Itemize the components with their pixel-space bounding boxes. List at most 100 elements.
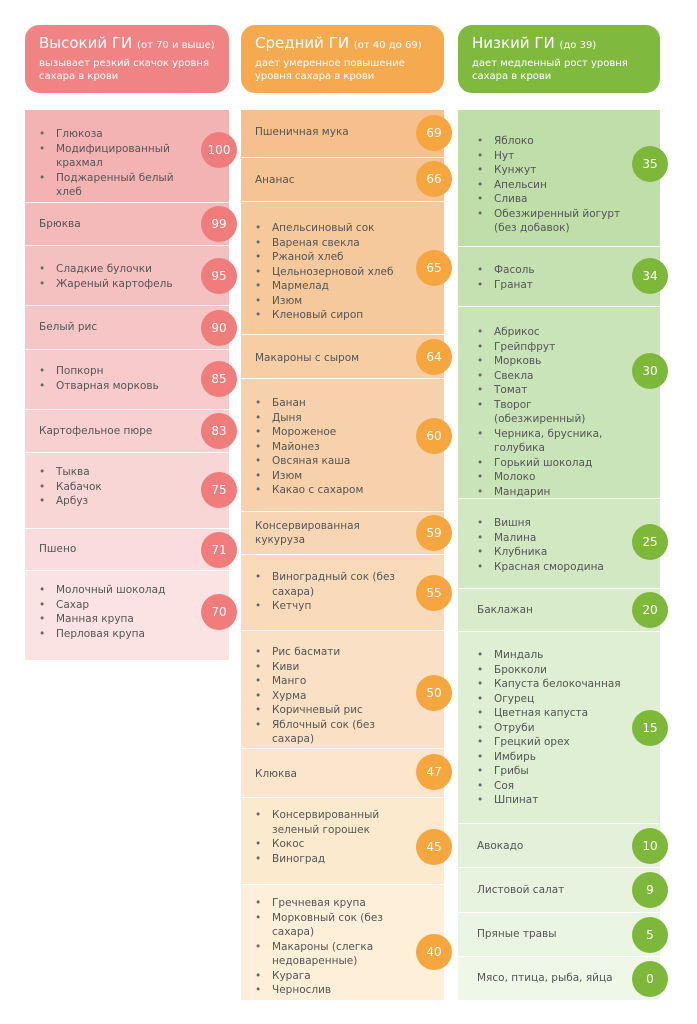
- gi-row-59: Консервированная кукуруза 59: [241, 511, 452, 554]
- food-item: Арбуз: [39, 494, 189, 509]
- high-gi-header: Высокий ГИ (от 70 и выше) вызывает резки…: [25, 25, 229, 93]
- food-item: Цветная капуста: [477, 706, 637, 721]
- food-label: Макароны с сыром: [255, 352, 360, 364]
- food-item: Манго: [255, 674, 415, 689]
- gi-badge: 99: [201, 206, 237, 242]
- food-label: Мясо, птица, рыба, яйца: [477, 972, 613, 984]
- food-item: Морковный сок (без сахара): [255, 911, 420, 940]
- gi-row-40: Гречневая крупаМорковный сок (без сахара…: [241, 884, 452, 1000]
- food-item: Чернослив: [255, 983, 420, 998]
- food-item: Морковь: [477, 354, 617, 369]
- food-item: Молоко: [477, 470, 617, 485]
- food-item: Мармелад: [255, 279, 405, 294]
- gi-row-50: Рис басматиКивиМангоХурмаКоричневый рисЯ…: [241, 630, 452, 748]
- gi-badge: 100: [201, 132, 237, 168]
- food-label: Брюква: [39, 218, 81, 230]
- low-gi-header: Низкий ГИ (до 39) дает медленный рост ур…: [458, 25, 660, 93]
- gi-row-75: ТыкваКабачокАрбуз 75: [25, 452, 237, 528]
- food-item: Овсяная каша: [255, 454, 405, 469]
- food-item: Поджаренный белый хлеб: [39, 171, 189, 200]
- gi-row-45: Консервированный зеленый горошекКокосВин…: [241, 797, 452, 884]
- gi-badge: 64: [416, 339, 452, 375]
- food-item: Клубника: [477, 545, 627, 560]
- food-label: Пряные травы: [477, 928, 557, 940]
- high-gi-title: Высокий ГИ (от 70 и выше): [39, 34, 215, 52]
- gi-row-9: Листовой салат 9: [458, 867, 668, 912]
- food-item: Вишня: [477, 516, 627, 531]
- food-label: Авокадо: [477, 840, 524, 852]
- food-item: Мандарин: [477, 485, 617, 500]
- food-item: Мороженое: [255, 425, 405, 440]
- gi-row-55: Виноградный сок (без сахара)Кетчуп 55: [241, 554, 452, 630]
- gi-badge: 71: [201, 532, 237, 568]
- gi-row-15: МиндальБрокколиКапуста белокочаннаяОгуре…: [458, 631, 668, 823]
- food-item: Кетчуп: [255, 599, 395, 614]
- food-item: Манная крупа: [39, 612, 189, 627]
- food-label: Ананас: [255, 174, 295, 186]
- gi-badge: 50: [416, 675, 452, 711]
- gi-badge: 85: [201, 361, 237, 397]
- food-item: Фасоль: [477, 263, 627, 278]
- gi-row-70: Молочный шоколадСахарМанная крупаПерлова…: [25, 570, 237, 660]
- gi-badge: 70: [201, 594, 237, 630]
- gi-badge: 20: [632, 592, 668, 628]
- gi-row-71: Пшено 71: [25, 528, 237, 570]
- low-gi-title: Низкий ГИ (до 39): [472, 34, 597, 52]
- food-item: Гранат: [477, 278, 627, 293]
- food-item: Кленовый сироп: [255, 308, 405, 323]
- gi-badge: 47: [416, 754, 452, 790]
- food-item: Курага: [255, 969, 420, 984]
- gi-row-66: Ананас 66: [241, 157, 452, 201]
- medium-gi-title: Средний ГИ (от 40 до 69): [255, 34, 422, 52]
- food-item: Гречневая крупа: [255, 896, 420, 911]
- food-item: Вареная свекла: [255, 236, 405, 251]
- gi-row-35: ЯблокоНутКунжутАпельсинСливаОбезжиренный…: [458, 110, 668, 246]
- food-item: Имбирь: [477, 750, 637, 765]
- food-item: Свекла: [477, 369, 617, 384]
- gi-row-64: Макароны с сыром 64: [241, 334, 452, 378]
- gi-badge: 10: [632, 828, 668, 864]
- high-gi-desc: вызывает резкий скачок уровня сахара в к…: [39, 58, 209, 82]
- gi-row-69: Пшеничная мука 69: [241, 110, 452, 157]
- food-item: Рис басмати: [255, 645, 415, 660]
- medium-gi-header: Средний ГИ (от 40 до 69) дает умеренное …: [241, 25, 444, 93]
- gi-badge: 15: [632, 710, 668, 746]
- food-label: Белый рис: [39, 321, 98, 333]
- food-item: Горький шоколад: [477, 456, 617, 471]
- gi-badge: 55: [416, 575, 452, 611]
- food-item: Томат: [477, 383, 617, 398]
- food-label: Баклажан: [477, 604, 533, 616]
- food-item: Консервированный зеленый горошек: [255, 808, 420, 837]
- food-item: Абрикос: [477, 325, 617, 340]
- gi-row-83: Картофельное пюре 83: [25, 409, 237, 452]
- gi-badge: 40: [416, 934, 452, 970]
- gi-row-47: Клюква 47: [241, 748, 452, 797]
- food-item: Майонез: [255, 440, 405, 455]
- gi-badge: 45: [416, 829, 452, 865]
- food-item: Миндаль: [477, 648, 637, 663]
- gi-badge: 65: [416, 250, 452, 286]
- gi-badge: 0: [632, 961, 668, 997]
- gi-row-30: АбрикосГрейпфрутМорковьСвеклаТоматТворог…: [458, 306, 668, 500]
- food-item: Сахар: [39, 598, 189, 613]
- gi-badge: 83: [201, 413, 237, 449]
- food-item: Банан: [255, 396, 405, 411]
- gi-badge: 9: [632, 872, 668, 908]
- food-item: Брокколи: [477, 663, 637, 678]
- food-item: Шпинат: [477, 793, 637, 808]
- food-item: Черника, брусника, голубика: [477, 427, 617, 456]
- gi-row-99: Брюква 99: [25, 202, 237, 245]
- food-item: Изюм: [255, 469, 405, 484]
- food-item: Молочный шоколад: [39, 583, 189, 598]
- gi-row-0: Мясо, птица, рыба, яйца 0: [458, 956, 668, 1000]
- gi-badge: 66: [416, 161, 452, 197]
- food-item: Грейпфрут: [477, 340, 617, 355]
- food-label: Пшеничная мука: [255, 126, 349, 138]
- food-item: Хурма: [255, 689, 415, 704]
- food-item: Кунжут: [477, 163, 642, 178]
- gi-row-20: Баклажан 20: [458, 588, 668, 631]
- food-item: Киви: [255, 660, 415, 675]
- food-label: Картофельное пюре: [39, 425, 153, 437]
- food-item: Изюм: [255, 294, 405, 309]
- gi-badge: 35: [632, 146, 668, 182]
